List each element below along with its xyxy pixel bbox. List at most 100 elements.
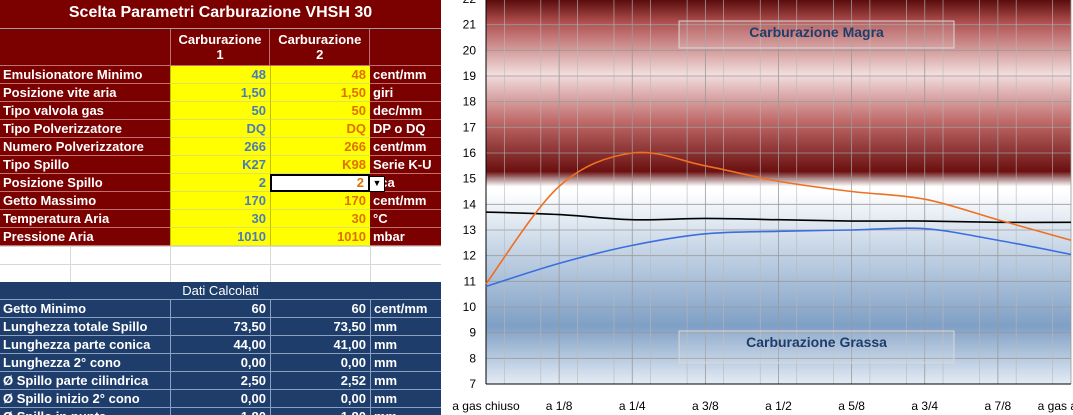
calculated-value-2[interactable]: 2,52 xyxy=(270,372,370,390)
carburetion-chart: Carburazione Magra Carburazione Grassa 7 8 9… xyxy=(441,0,1073,415)
column-header-carburazione-2[interactable]: Carburazione 2 xyxy=(269,29,369,65)
value-cell-carburazione-2[interactable]: 266 xyxy=(270,138,370,156)
value-cell-carburazione-1[interactable]: K27 xyxy=(170,156,270,174)
calculated-row: Lunghezza totale Spillo 73,50 73,50 mm xyxy=(0,318,441,336)
chart-svg: Carburazione Magra Carburazione Grassa 7 8 9… xyxy=(452,0,1073,413)
value-cell-carburazione-1[interactable]: DQ xyxy=(170,120,270,138)
y-tick-label: 21 xyxy=(463,18,477,32)
dropdown-arrow-icon[interactable]: ▼ xyxy=(369,176,385,192)
value-cell-carburazione-2[interactable]: DQ xyxy=(270,120,370,138)
calculated-label: Lunghezza totale Spillo xyxy=(0,318,170,336)
x-tick-label: a 3/8 xyxy=(692,399,719,413)
column-header-1-line2: 1 xyxy=(216,47,224,62)
x-tick-label: a 3/4 xyxy=(911,399,938,413)
calculated-value-1[interactable]: 0,00 xyxy=(170,390,270,408)
calculated-value-2[interactable]: 1,80 xyxy=(270,408,370,415)
unit-label: DP o DQ xyxy=(370,120,441,138)
calculated-unit: mm xyxy=(370,408,441,415)
column-header-carburazione-1[interactable]: Carburazione 1 xyxy=(169,29,270,65)
series-line-orange xyxy=(485,151,1072,285)
calculated-label: Ø Spillo parte cilindrica xyxy=(0,372,170,390)
calculated-value-2[interactable]: 60 xyxy=(270,300,370,318)
calculated-value-1[interactable]: 1,80 xyxy=(170,408,270,415)
value-cell-carburazione-2[interactable]: 30 xyxy=(270,210,370,228)
value-cell-carburazione-1[interactable]: 1010 xyxy=(170,228,270,246)
parameters-header-row: Carburazione 1 Carburazione 2 xyxy=(0,29,441,66)
y-tick-label: 18 xyxy=(463,95,477,109)
lean-zone-label: Carburazione Magra xyxy=(749,24,884,40)
value-cell-carburazione-1[interactable]: 1,50 xyxy=(170,84,270,102)
y-tick-label: 10 xyxy=(463,300,477,314)
calculated-label: Ø Spillo in punta xyxy=(0,408,170,415)
calculated-row: Lunghezza 2° cono 0,00 0,00 mm xyxy=(0,354,441,372)
lean-zone-label-box xyxy=(678,20,955,49)
series-line-blue xyxy=(485,227,1072,288)
parameter-label: Tipo Spillo xyxy=(0,156,170,174)
header-unit-cell xyxy=(369,29,441,65)
x-tick-label: a 7/8 xyxy=(985,399,1012,413)
x-tick-label: a 5/8 xyxy=(838,399,865,413)
y-tick-label: 16 xyxy=(463,146,477,160)
y-tick-label: 13 xyxy=(463,223,477,237)
series-line-black xyxy=(485,211,1072,224)
parameter-label: Posizione Spillo xyxy=(0,174,170,192)
header-blank-cell xyxy=(0,29,170,65)
value-cell-carburazione-2[interactable]: 1,50 xyxy=(270,84,370,102)
calculated-unit: mm xyxy=(370,336,441,354)
x-tick-label: a gas aperto xyxy=(1038,399,1073,413)
y-tick-label: 22 xyxy=(463,0,477,6)
unit-label: °C xyxy=(370,210,441,228)
calculated-value-2[interactable]: 73,50 xyxy=(270,318,370,336)
rich-zone-label-box xyxy=(678,330,955,364)
unit-label: giri xyxy=(370,84,441,102)
calculated-value-1[interactable]: 73,50 xyxy=(170,318,270,336)
value-cell-carburazione-1[interactable]: 48 xyxy=(170,66,270,84)
calculated-label: Ø Spillo inizio 2° cono xyxy=(0,390,170,408)
value-cell-carburazione-1[interactable]: 2 xyxy=(170,174,270,192)
parameter-label: Tipo Polverizzatore xyxy=(0,120,170,138)
value-cell-carburazione-1[interactable]: 30 xyxy=(170,210,270,228)
calculated-label: Lunghezza 2° cono xyxy=(0,354,170,372)
x-tick-label: a 1/2 xyxy=(765,399,792,413)
value-cell-carburazione-2[interactable]: 50 xyxy=(270,102,370,120)
parameter-label: Numero Polverizzatore xyxy=(0,138,170,156)
y-tick-label: 20 xyxy=(463,43,477,57)
calculated-row: Getto Minimo 60 60 cent/mm xyxy=(0,300,441,318)
y-tick-label: 7 xyxy=(469,377,476,391)
calculated-value-2[interactable]: 0,00 xyxy=(270,354,370,372)
x-tick-label: a gas chiuso xyxy=(452,399,520,413)
value-cell-carburazione-1[interactable]: 50 xyxy=(170,102,270,120)
parameter-label: Temperatura Aria xyxy=(0,210,170,228)
y-tick-label: 12 xyxy=(463,249,477,263)
unit-label: mbar xyxy=(370,228,441,246)
rich-zone-label: Carburazione Grassa xyxy=(746,334,887,350)
calculated-row: Ø Spillo parte cilindrica 2,50 2,52 mm xyxy=(0,372,441,390)
calculated-unit: mm xyxy=(370,318,441,336)
value-cell-carburazione-1[interactable]: 266 xyxy=(170,138,270,156)
parameter-label: Tipo valvola gas xyxy=(0,102,170,120)
column-header-1-line1: Carburazione xyxy=(178,32,262,47)
calculated-value-2[interactable]: 41,00 xyxy=(270,336,370,354)
y-tick-label: 15 xyxy=(463,172,477,186)
value-cell-carburazione-2[interactable]: 1010 xyxy=(270,228,370,246)
calculated-unit: cent/mm xyxy=(370,300,441,318)
value-cell-carburazione-2[interactable]: 170 xyxy=(270,192,370,210)
calculated-value-1[interactable]: 0,00 xyxy=(170,354,270,372)
calculated-value-1[interactable]: 44,00 xyxy=(170,336,270,354)
x-tick-label: a 1/4 xyxy=(619,399,646,413)
value-cell-carburazione-2[interactable]: 2 ▼ xyxy=(270,174,385,192)
y-tick-label: 14 xyxy=(463,197,477,211)
column-header-2-line1: Carburazione xyxy=(278,32,362,47)
parameters-table: Scelta Parametri Carburazione VHSH 30 Ca… xyxy=(0,0,441,246)
parameter-row: Posizione vite aria 1,50 1,50 giri xyxy=(0,84,441,102)
value-cell-carburazione-2[interactable]: K98 xyxy=(270,156,370,174)
value-cell-carburazione-2[interactable]: 48 xyxy=(270,66,370,84)
calculated-value-1[interactable]: 2,50 xyxy=(170,372,270,390)
y-tick-label: 17 xyxy=(463,120,477,134)
empty-cells[interactable] xyxy=(0,246,441,282)
value-cell-carburazione-1[interactable]: 170 xyxy=(170,192,270,210)
calculated-value-2[interactable]: 0,00 xyxy=(270,390,370,408)
calculated-row: Ø Spillo inizio 2° cono 0,00 0,00 mm xyxy=(0,390,441,408)
calculated-value-1[interactable]: 60 xyxy=(170,300,270,318)
